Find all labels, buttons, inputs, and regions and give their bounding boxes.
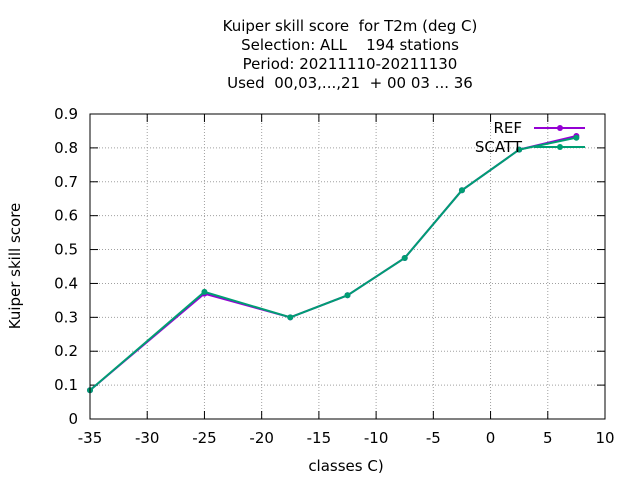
series-layer	[87, 133, 580, 394]
legend-label: REF	[493, 119, 522, 137]
y-tick-label: 0.6	[54, 207, 78, 225]
grid	[90, 114, 605, 419]
y-tick-label: 0.9	[54, 105, 78, 123]
y-tick-label: 0.7	[54, 173, 78, 191]
y-tick-label: 0	[68, 410, 78, 428]
title-line: Kuiper skill score for T2m (deg C)	[222, 17, 478, 35]
x-tick-label: -25	[192, 429, 217, 447]
title-line: Period: 20211110-20211130	[242, 55, 458, 73]
series-line	[89, 135, 577, 391]
x-tick-label: -35	[78, 429, 103, 447]
x-tick-label: -5	[426, 429, 441, 447]
x-tick-label: 0	[486, 429, 496, 447]
x-tick-label: 10	[595, 429, 614, 447]
axis-ticks	[89, 113, 606, 420]
legend-label: SCATT	[475, 138, 523, 156]
plot-frame	[89, 113, 606, 420]
data-point	[344, 292, 351, 299]
y-axis-label: Kuiper skill score	[6, 203, 24, 330]
title-line: Selection: ALL 194 stations	[241, 36, 459, 54]
x-tick-label: 5	[543, 429, 553, 447]
x-tick-label: -10	[364, 429, 389, 447]
y-tick-labels: 0 0.1 0.2 0.3 0.4 0.5 0.6 0.7 0.8 0.9	[54, 105, 78, 428]
y-tick-label: 0.1	[54, 376, 78, 394]
data-point	[516, 146, 523, 153]
x-tick-label: -15	[307, 429, 332, 447]
data-point	[401, 255, 408, 262]
legend-marker	[557, 125, 563, 131]
x-tick-label: -30	[135, 429, 160, 447]
y-tick-label: 0.8	[54, 139, 78, 157]
x-tick-label: -20	[249, 429, 274, 447]
chart-title: Kuiper skill score for T2m (deg C) Selec…	[120, 17, 580, 93]
data-point	[458, 187, 465, 194]
data-point	[287, 314, 294, 321]
data-point	[201, 288, 208, 295]
y-tick-label: 0.5	[54, 241, 78, 259]
y-tick-label: 0.4	[54, 274, 78, 292]
series-line	[89, 136, 577, 391]
data-point	[573, 134, 580, 141]
x-tick-labels: -35 -30 -25 -20 -15 -10 -5 0 5 10	[78, 429, 615, 447]
title-line: Used 00,03,...,21 + 00 03 ... 36	[227, 74, 473, 92]
y-tick-label: 0.3	[54, 308, 78, 326]
x-axis-label: classes C)	[308, 457, 383, 475]
y-tick-label: 0.2	[54, 342, 78, 360]
legend-marker	[557, 144, 563, 150]
